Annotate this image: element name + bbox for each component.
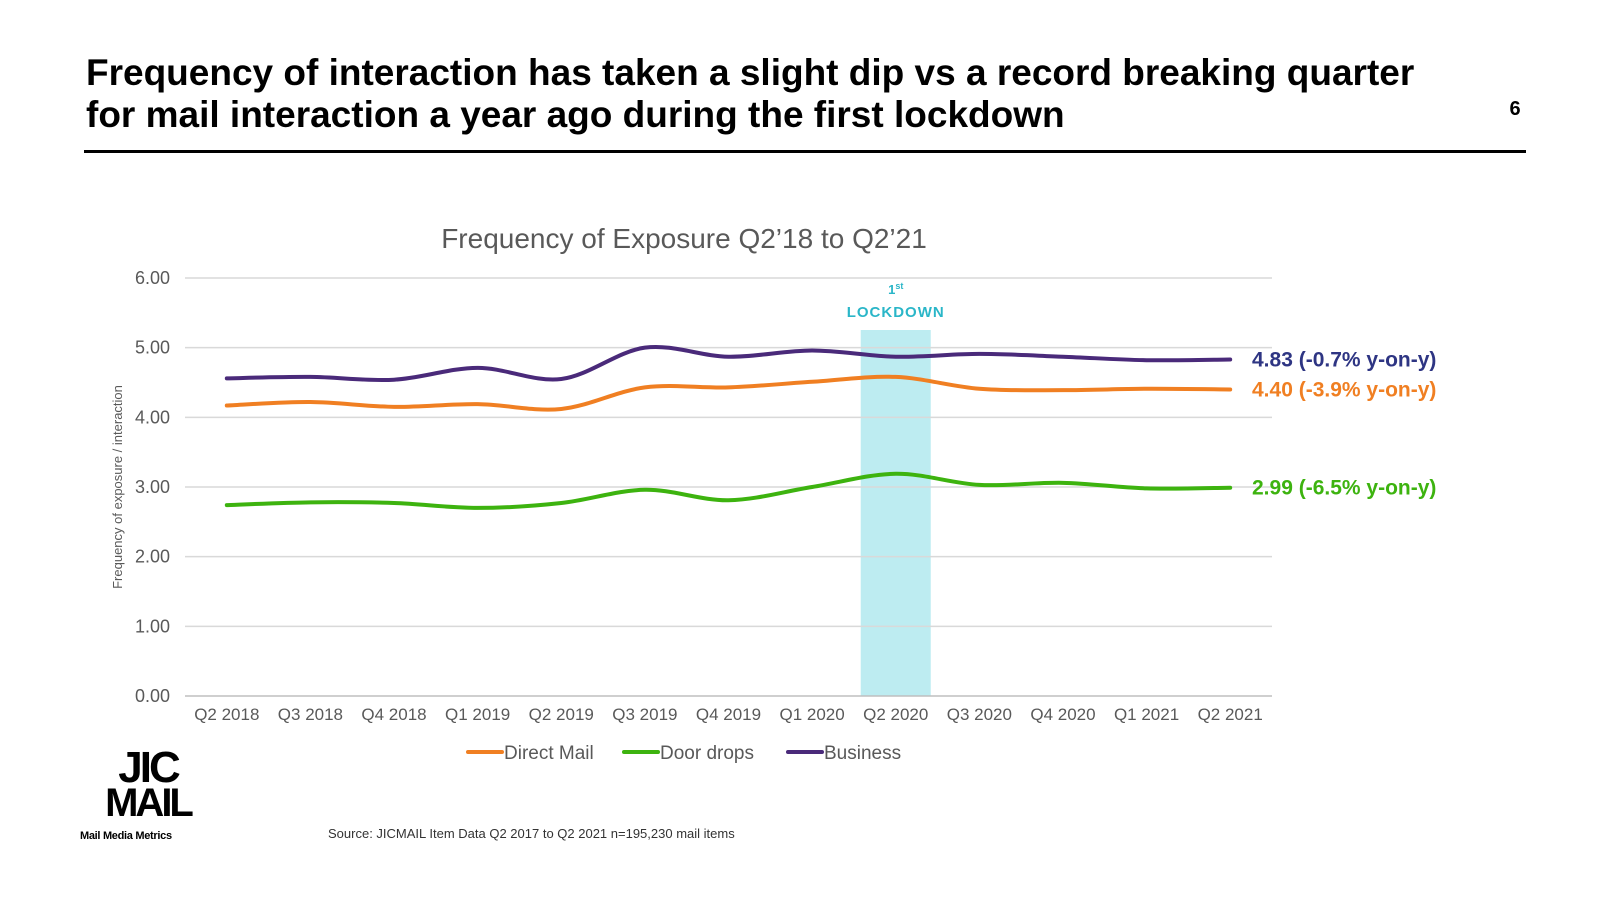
x-tick-label: Q1 2021 [1114, 705, 1179, 724]
end-label-direct-mail: 4.40 (-3.9% y-on-y) [1252, 378, 1436, 401]
logo-text-jic: JIC [118, 743, 180, 792]
legend-label-door-drops: Door drops [660, 743, 754, 764]
x-tick-label: Q1 2020 [779, 705, 844, 724]
end-label-business: 4.83 (-0.7% y-on-y) [1252, 349, 1436, 372]
x-tick-label: Q3 2020 [947, 705, 1012, 724]
x-tick-label: Q1 2019 [445, 705, 510, 724]
jicmail-logo: JIC MAIL Mail Media Metrics [80, 743, 210, 850]
x-tick-label: Q4 2018 [361, 705, 426, 724]
x-tick-label: Q4 2019 [696, 705, 761, 724]
title-divider [84, 150, 1526, 153]
slide-title: Frequency of interaction has taken a sli… [86, 52, 1415, 135]
y-tick-label: 2.00 [135, 547, 170, 567]
frequency-line-chart: 0.00 1.00 2.00 3.00 4.00 5.00 6.00 Q2 2018 Q3 20… [110, 223, 1436, 764]
x-tick-label: Q2 2020 [863, 705, 928, 724]
y-tick-label: 6.00 [135, 268, 170, 288]
end-label-door-drops: 2.99 (-6.5% y-on-y) [1252, 477, 1436, 500]
legend-label-business: Business [824, 743, 901, 764]
x-tick-label: Q4 2020 [1030, 705, 1095, 724]
lockdown-ordinal: 1st [888, 281, 903, 297]
x-tick-label: Q3 2018 [278, 705, 343, 724]
y-axis-label: Frequency of exposure / interaction [110, 385, 125, 589]
y-tick-label: 5.00 [135, 338, 170, 358]
series-line-business [224, 345, 1233, 383]
chart-title: Frequency of Exposure Q2’18 to Q2’21 [441, 223, 927, 254]
x-tick-label: Q2 2021 [1198, 705, 1263, 724]
source-note: Source: JICMAIL Item Data Q2 2017 to Q2 … [328, 826, 735, 841]
x-tick-label: Q3 2019 [612, 705, 677, 724]
lockdown-label: LOCKDOWN [847, 304, 945, 321]
series-line-door-drops [224, 471, 1233, 510]
y-tick-label: 0.00 [135, 686, 170, 706]
y-tick-label: 4.00 [135, 407, 170, 427]
legend-label-direct-mail: Direct Mail [504, 743, 594, 764]
series-line-direct-mail [224, 374, 1233, 412]
page-number: 6 [1509, 98, 1521, 120]
y-tick-label: 1.00 [135, 616, 170, 636]
lockdown-band [860, 330, 931, 696]
logo-text-mail: MAIL [105, 781, 194, 825]
x-tick-label: Q2 2018 [194, 705, 259, 724]
y-tick-label: 3.00 [135, 477, 170, 497]
logo-tagline: Mail Media Metrics [80, 830, 172, 842]
x-tick-label: Q2 2019 [529, 705, 594, 724]
